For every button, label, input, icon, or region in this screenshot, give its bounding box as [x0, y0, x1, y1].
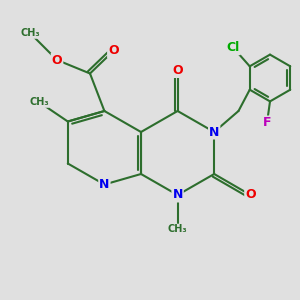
Text: N: N	[209, 125, 219, 139]
Text: N: N	[99, 178, 110, 191]
Text: O: O	[172, 64, 183, 77]
Text: O: O	[108, 44, 119, 58]
Text: Cl: Cl	[226, 41, 240, 54]
Text: CH₃: CH₃	[168, 224, 188, 235]
Text: O: O	[245, 188, 256, 202]
Text: O: O	[52, 53, 62, 67]
Text: CH₃: CH₃	[20, 28, 40, 38]
Text: F: F	[263, 116, 271, 130]
Text: CH₃: CH₃	[29, 97, 49, 107]
Text: N: N	[172, 188, 183, 202]
